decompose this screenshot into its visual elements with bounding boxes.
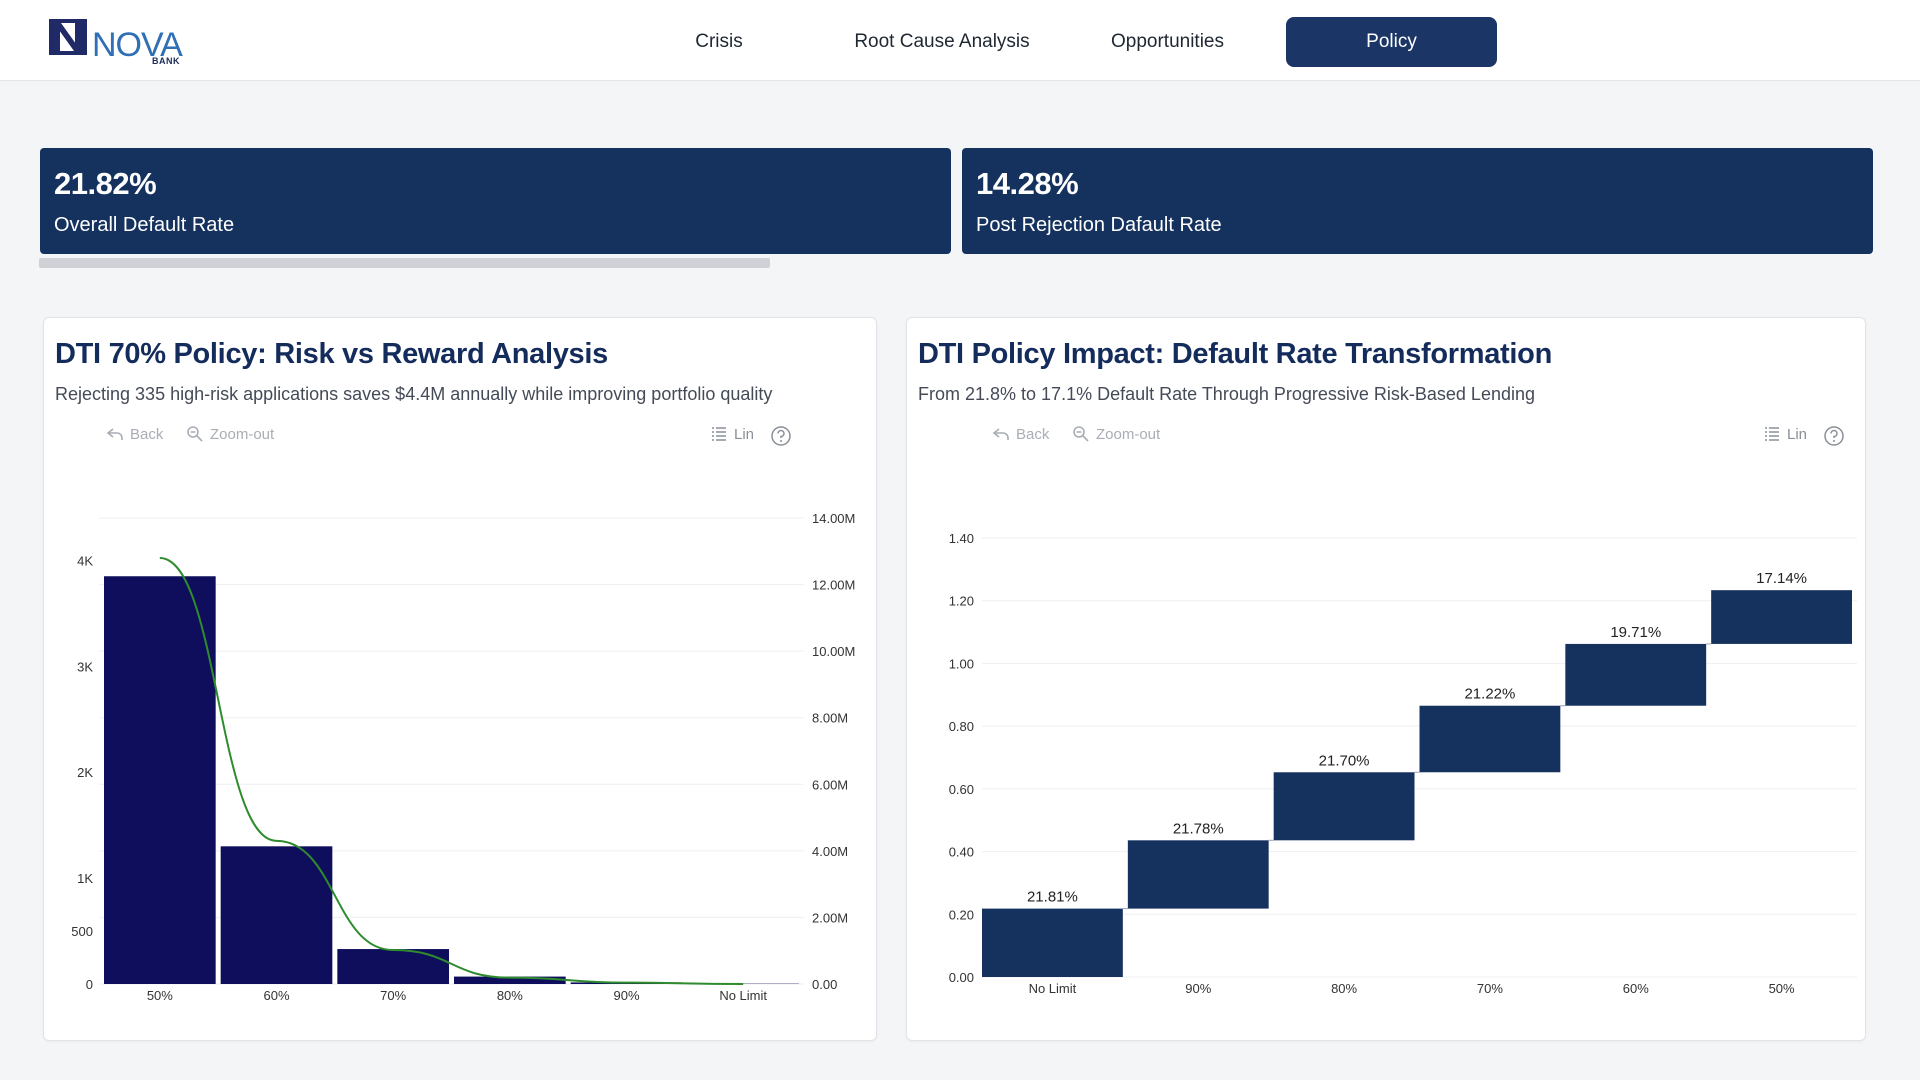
x-tick-label: 80% <box>497 988 523 1003</box>
list-icon <box>1765 427 1779 441</box>
x-tick-label: 90% <box>1185 981 1211 996</box>
default-rate-waterfall-chart: 0.00 0.20 0.40 0.60 0.80 1.00 1.20 1.40 21.81% No… <box>949 531 1857 996</box>
y-right-tick-label: 6.00M <box>812 777 848 792</box>
help-button[interactable] <box>770 425 792 447</box>
bar <box>104 576 216 984</box>
legend-toggle-button[interactable]: Lin <box>710 425 754 443</box>
y-tick-label: 0.20 <box>949 907 974 922</box>
chart-title: DTI 70% Policy: Risk vs Reward Analysis <box>55 338 608 370</box>
kpi-post-rejection-default-rate: 14.28% Post Rejection Dafault Rate <box>962 148 1873 254</box>
x-tick-label: 60% <box>263 988 289 1003</box>
zoom-out-button[interactable]: Zoom-out <box>1072 425 1160 443</box>
kpi-horizontal-scrollbar[interactable] <box>39 258 770 268</box>
bar <box>454 976 566 984</box>
default-rate-waterfall-card: DTI Policy Impact: Default Rate Transfor… <box>906 317 1866 1041</box>
tab-crisis[interactable]: Crisis <box>695 31 743 52</box>
help-icon <box>1824 426 1844 446</box>
chart-title: DTI Policy Impact: Default Rate Transfor… <box>918 338 1552 370</box>
x-tick-label: 70% <box>380 988 406 1003</box>
data-label: 21.81% <box>1027 889 1078 906</box>
data-label: 19.71% <box>1610 624 1661 641</box>
data-label: 21.78% <box>1173 820 1224 837</box>
zoom-out-icon <box>187 426 203 442</box>
zoom-out-button[interactable]: Zoom-out <box>186 425 274 443</box>
zoom-out-icon <box>1073 426 1089 442</box>
waterfall-bar <box>1127 840 1269 909</box>
kpi-value: 21.82% <box>54 166 157 201</box>
nova-logo-mark-icon <box>49 19 87 55</box>
y-left-tick-label: 4K <box>77 553 93 568</box>
top-header: NOVA BANK Crisis Root Cause Analysis Opp… <box>0 0 1920 81</box>
y-left-tick-label: 2K <box>77 765 93 780</box>
x-tick-label: 60% <box>1623 981 1649 996</box>
data-label: 21.22% <box>1464 686 1515 703</box>
y-left-tick-label: 500 <box>71 924 93 939</box>
x-tick-label: 90% <box>613 988 639 1003</box>
tab-root-cause-analysis[interactable]: Root Cause Analysis <box>854 31 1030 52</box>
zoom-out-label: Zoom-out <box>210 425 275 443</box>
y-tick-label: 1.00 <box>949 656 974 671</box>
logo-wordmark: NOVA <box>92 26 183 64</box>
y-right-tick-label: 2.00M <box>812 910 848 925</box>
bar <box>337 949 449 984</box>
x-tick-label: No Limit <box>1029 981 1077 996</box>
y-right-tick-label: 4.00M <box>812 844 848 859</box>
back-button[interactable]: Back <box>106 425 163 443</box>
x-tick-label: 70% <box>1477 981 1503 996</box>
back-label: Back <box>130 425 164 443</box>
y-left-tick-label: 1K <box>77 871 93 886</box>
x-tick-label: 50% <box>147 988 173 1003</box>
back-arrow-icon <box>106 428 123 440</box>
list-icon <box>712 427 726 441</box>
bar <box>220 846 333 984</box>
tab-policy[interactable]: Policy <box>1286 17 1497 67</box>
kpi-value: 14.28% <box>976 166 1079 201</box>
help-icon <box>771 426 791 446</box>
chart-subtitle: Rejecting 335 high-risk applications sav… <box>55 384 773 404</box>
data-label: 17.14% <box>1756 570 1807 587</box>
waterfall-bar <box>982 908 1123 977</box>
waterfall-bar <box>1419 705 1561 773</box>
back-arrow-icon <box>992 428 1009 440</box>
y-right-tick-label: 10.00M <box>812 644 855 659</box>
y-tick-label: 0.60 <box>949 782 974 797</box>
x-tick-label: 50% <box>1769 981 1795 996</box>
legend-label: Lin <box>734 425 755 443</box>
x-tick-label: No Limit <box>719 988 767 1003</box>
back-label: Back <box>1016 425 1050 443</box>
waterfall-bar <box>1273 772 1415 841</box>
y-left-tick-label: 0 <box>86 977 93 992</box>
y-tick-label: 0.40 <box>949 845 974 860</box>
help-button[interactable] <box>1823 425 1845 447</box>
legend-toggle-button[interactable]: Lin <box>1763 425 1807 443</box>
y-right-tick-label: 14.00M <box>812 511 855 526</box>
y-tick-label: 0.00 <box>949 970 974 985</box>
y-tick-label: 0.80 <box>949 719 974 734</box>
tab-opportunities[interactable]: Opportunities <box>1110 31 1224 52</box>
kpi-label: Post Rejection Dafault Rate <box>976 214 1222 236</box>
y-right-tick-label: 12.00M <box>812 578 855 593</box>
logo-subtitle: BANK <box>152 56 180 66</box>
kpi-label: Overall Default Rate <box>54 214 235 236</box>
y-left-tick-label: 3K <box>77 659 93 674</box>
zoom-out-label: Zoom-out <box>1096 425 1161 443</box>
savings-line <box>159 556 744 985</box>
back-button[interactable]: Back <box>992 425 1049 443</box>
risk-reward-chart-card: DTI 70% Policy: Risk vs Reward Analysis … <box>43 317 877 1041</box>
risk-reward-combo-chart: 0.00 2.00M 4.00M 6.00M 8.00M 10.00M 12.00M 14.0… <box>71 511 855 1003</box>
x-tick-label: 80% <box>1331 981 1357 996</box>
legend-label: Lin <box>1787 425 1808 443</box>
chart-subtitle: From 21.8% to 17.1% Default Rate Through… <box>918 384 1535 404</box>
waterfall-bar <box>1711 590 1852 644</box>
waterfall-bar <box>1565 643 1707 706</box>
nova-bank-logo[interactable]: NOVA BANK <box>48 16 188 68</box>
y-tick-label: 1.20 <box>949 594 974 609</box>
data-label: 21.70% <box>1319 752 1370 769</box>
y-right-tick-label: 0.00 <box>812 977 837 992</box>
y-tick-label: 1.40 <box>949 531 974 546</box>
kpi-overall-default-rate: 21.82% Overall Default Rate <box>40 148 951 254</box>
y-right-tick-label: 8.00M <box>812 711 848 726</box>
